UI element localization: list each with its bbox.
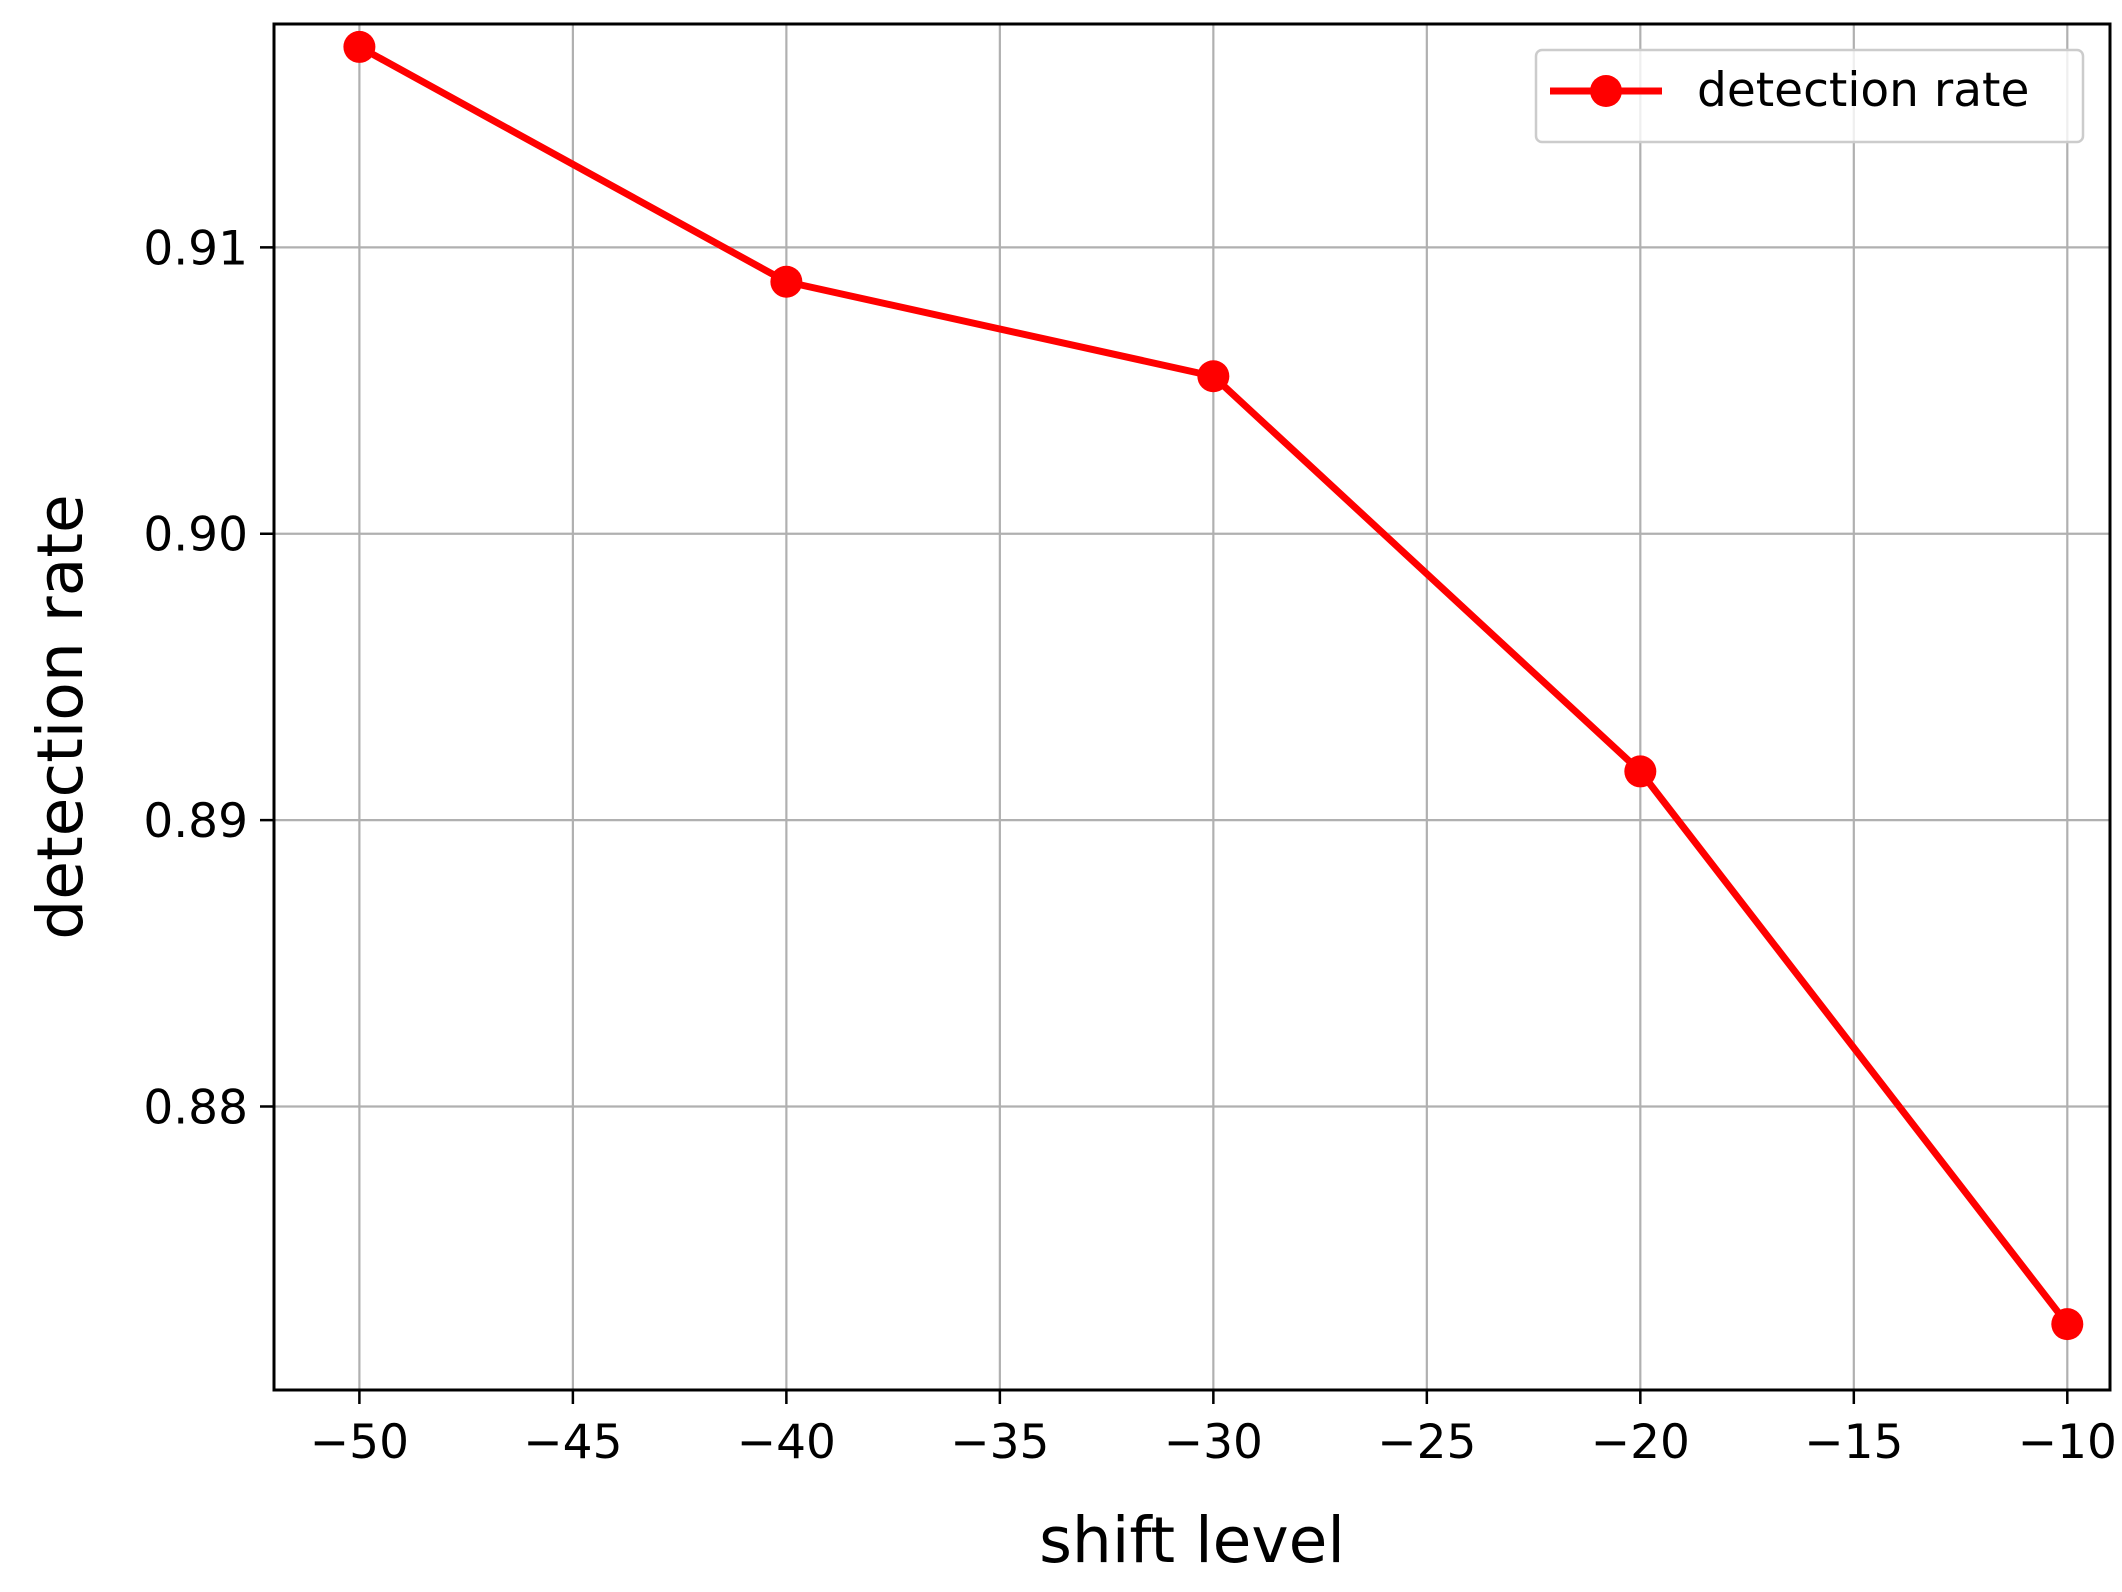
data-point [770,265,803,298]
plot-frame [272,22,2112,1392]
data-point [2051,1308,2084,1341]
x-tick-label: −45 [523,1415,622,1470]
tick-marks [260,246,2069,1404]
x-tick-label: −25 [1377,1415,1476,1470]
legend-entry-label: detection rate [1697,63,2029,118]
x-axis-label: shift level [1039,1504,1345,1577]
data-point [343,30,376,63]
y-axis-label: detection rate [24,494,97,940]
x-tick-label: −50 [310,1415,409,1470]
y-tick-label: 0.91 [143,221,248,276]
legend-box [1534,48,2085,144]
tick-labels: −50 −45 −40 −35 −30 −25 −20 −15 −10 0.88 0.89 0.90 0… [143,221,2117,1470]
y-tick-label: 0.90 [143,508,248,563]
x-tick-label: −20 [1591,1415,1690,1470]
y-tick-label: 0.88 [143,1080,248,1135]
x-tick-label: −40 [737,1415,836,1470]
y-tick-label: 0.89 [143,794,248,849]
x-tick-label: −15 [1804,1415,1903,1470]
x-tick-label: −35 [950,1415,1049,1470]
x-tick-label: −30 [1164,1415,1263,1470]
x-tick-label: −10 [2018,1415,2117,1470]
data-point [1624,755,1657,788]
series-layer [343,30,2084,1341]
grid-lines [274,24,2110,1390]
legend-marker-swatch [1590,75,1622,107]
legend: detection rate [1534,48,2085,144]
data-point [1197,360,1230,393]
